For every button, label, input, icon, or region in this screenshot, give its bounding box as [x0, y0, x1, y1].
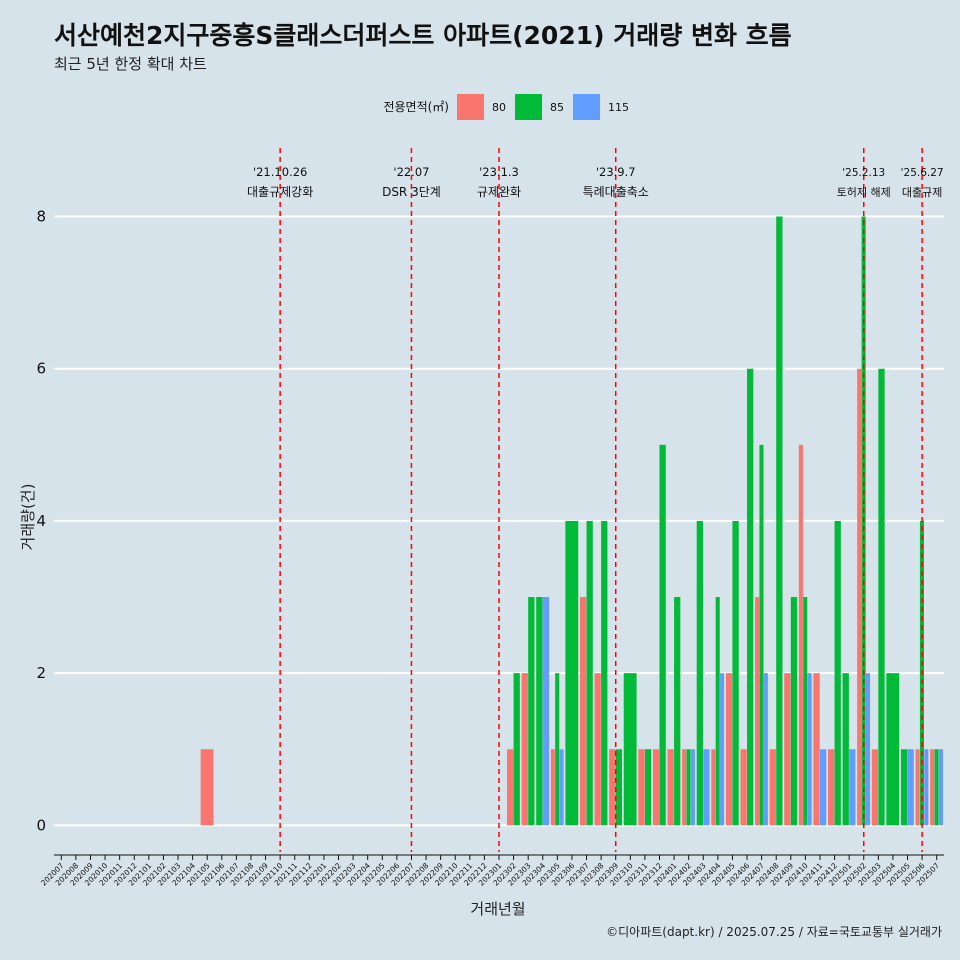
bar-85-202307 — [586, 520, 593, 826]
bar-115-202407 — [763, 673, 768, 826]
bar-80-202311 — [638, 749, 645, 826]
bar-115-202410 — [807, 673, 812, 826]
bar-85-202507 — [934, 749, 939, 826]
bar-80-202412 — [828, 749, 835, 826]
bar-80-202410 — [798, 444, 803, 826]
bar-85-202412 — [834, 520, 841, 826]
bar-80-202407 — [755, 597, 760, 826]
bar-85-202409 — [790, 597, 798, 826]
y-tick-label: 4 — [36, 512, 46, 530]
bar-115-202304 — [542, 597, 550, 826]
axes: 2020072020082020092020102020112020122021… — [39, 854, 944, 888]
legend-swatch-85 — [515, 94, 542, 120]
bar-85-202503 — [878, 368, 885, 826]
chart-title: 서산예천2지구중흥S클래스더퍼스트 아파트(2021) 거래량 변화 흐름 — [54, 21, 792, 50]
bar-85-202402 — [686, 749, 691, 826]
bar-80-202309 — [609, 749, 616, 826]
legend-label-80: 80 — [492, 101, 506, 114]
bar-80-202507 — [930, 749, 935, 826]
bar-85-202311 — [644, 749, 652, 826]
bar-85-202303 — [528, 597, 535, 826]
bar-85-202501 — [842, 673, 849, 826]
bar-85-202302 — [513, 673, 520, 826]
legend: 전용면적(㎡) 80 85 115 — [383, 94, 629, 120]
bar-115-202403 — [703, 749, 710, 826]
bar-80-202405 — [725, 673, 733, 826]
bar-85-202504 — [886, 673, 900, 826]
y-tick-label: 6 — [36, 360, 46, 378]
bar-80-202312 — [652, 749, 660, 826]
y-tick-label: 0 — [36, 816, 46, 834]
event-name-label: 대출규제강화 — [247, 185, 313, 199]
bar-85-202312 — [659, 444, 666, 826]
legend-label-85: 85 — [550, 101, 564, 114]
event-date-label: '23.1.3 — [479, 165, 519, 179]
bar-115-202505 — [907, 749, 914, 826]
y-tick-label: 8 — [36, 207, 46, 225]
event-markers: '21.10.26 대출규제강화 '22.07 DSR 3단계 '23.1.3 규제완화 '… — [247, 148, 944, 852]
bar-85-202401 — [674, 597, 681, 826]
bar-80-202305 — [550, 749, 555, 826]
legend-swatch-115 — [573, 94, 600, 120]
bar-85-202407 — [759, 444, 764, 826]
bar-85-202505 — [900, 749, 908, 826]
bar-85-202406 — [747, 368, 754, 826]
bar-115-202411 — [819, 749, 827, 826]
bar-85-202309 — [615, 749, 622, 826]
bar-80-202401 — [667, 749, 674, 826]
bar-85-202306 — [565, 520, 579, 826]
event-date-label: '22.07 — [393, 165, 429, 179]
bar-80-202409 — [784, 673, 791, 826]
bar-115-202507 — [938, 749, 943, 826]
bar-80-202411 — [813, 673, 820, 826]
bar-85-202408 — [776, 216, 783, 826]
bar-115-202402 — [690, 749, 695, 826]
bar-80-202105 — [200, 749, 214, 826]
bar-85-202308 — [601, 520, 608, 826]
bar-85-202304 — [536, 597, 543, 826]
caption: ©디아파트(dapt.kr) / 2025.07.25 / 자료=국토교통부 실… — [606, 925, 942, 939]
bar-85-202310 — [623, 673, 637, 826]
bar-85-202404 — [715, 597, 720, 826]
bar-115-202502 — [865, 673, 871, 826]
bars — [200, 216, 943, 826]
legend-label-115: 115 — [608, 101, 629, 114]
bar-115-202404 — [720, 673, 725, 826]
bar-80-202302 — [507, 749, 514, 826]
event-name-label: DSR 3단계 — [382, 185, 441, 199]
bar-115-202506 — [924, 749, 929, 826]
y-tick-label: 2 — [36, 664, 46, 682]
event-date-label: '25.2.13 — [842, 167, 885, 179]
y-axis-title: 거래량(건) — [19, 484, 37, 551]
bar-80-202307 — [579, 597, 587, 826]
legend-swatch-80 — [457, 94, 484, 120]
event-name-label: 대출규제 — [902, 186, 942, 199]
chart-subtitle: 최근 5년 한정 확대 차트 — [54, 55, 207, 73]
bar-85-202410 — [803, 597, 808, 826]
bar-80-202506 — [915, 749, 920, 826]
event-date-label: '21.10.26 — [253, 165, 307, 179]
bar-80-202308 — [594, 673, 601, 826]
x-axis-title: 거래년월 — [470, 900, 525, 918]
bar-80-202406 — [740, 749, 747, 826]
bar-80-202503 — [871, 749, 879, 826]
bar-80-202408 — [769, 749, 776, 826]
event-date-label: '23.9.7 — [596, 165, 636, 179]
bar-80-202303 — [521, 673, 528, 826]
bar-115-202305 — [559, 749, 564, 826]
event-name-label: 특례대출축소 — [583, 185, 649, 199]
event-name-label: 토허제 해제 — [837, 185, 891, 199]
bar-85-202403 — [696, 520, 703, 826]
event-name-label: 규제완화 — [477, 185, 521, 199]
bar-85-202305 — [555, 673, 560, 826]
bar-80-202402 — [682, 749, 687, 826]
bar-115-202501 — [849, 749, 856, 826]
bar-80-202404 — [711, 749, 716, 826]
event-date-label: '25.6.27 — [901, 167, 944, 179]
bar-85-202405 — [732, 520, 739, 826]
legend-title: 전용면적(㎡) — [383, 100, 449, 114]
bar-80-202502 — [857, 368, 862, 826]
